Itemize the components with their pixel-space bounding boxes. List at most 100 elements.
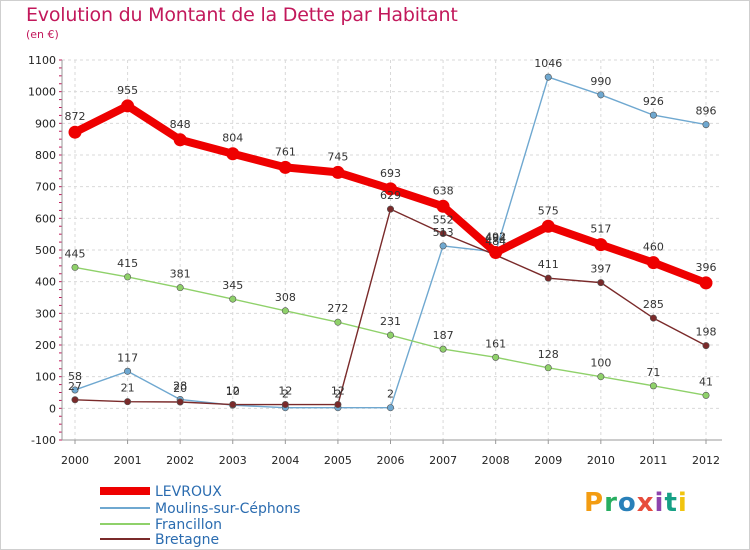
legend-label: Moulins-sur-Céphons xyxy=(155,501,300,517)
data-label: 285 xyxy=(643,298,664,311)
chart-subtitle: (en €) xyxy=(26,28,59,41)
data-label: 20 xyxy=(173,382,187,395)
data-label: 415 xyxy=(117,257,138,270)
y-tick-label: 600 xyxy=(35,212,56,225)
data-point xyxy=(176,398,184,406)
data-label: 381 xyxy=(170,268,191,281)
legend-label: Francillon xyxy=(155,517,222,533)
y-tick-label: 200 xyxy=(35,339,56,352)
data-point xyxy=(386,205,394,213)
data-label: 492 xyxy=(485,231,506,244)
data-label: 761 xyxy=(275,145,296,158)
data-label: 2 xyxy=(282,388,289,401)
data-label: 21 xyxy=(121,382,135,395)
data-point xyxy=(699,276,713,290)
data-point xyxy=(229,295,237,303)
x-tick-label: 2012 xyxy=(692,454,720,467)
data-point xyxy=(71,386,79,394)
data-point xyxy=(544,364,552,372)
data-point xyxy=(702,121,710,129)
data-point xyxy=(334,401,342,409)
data-point xyxy=(649,382,657,390)
data-point xyxy=(278,160,292,174)
data-label: 128 xyxy=(538,348,559,361)
y-tick-label: 300 xyxy=(35,307,56,320)
y-tick-label: 500 xyxy=(35,244,56,257)
x-tick-label: 2000 xyxy=(61,454,89,467)
data-point xyxy=(649,111,657,119)
data-point xyxy=(544,73,552,81)
x-tick-label: 2004 xyxy=(271,454,299,467)
data-point xyxy=(124,273,132,281)
data-label: 926 xyxy=(643,95,664,108)
y-tick-label: 1100 xyxy=(28,54,56,67)
data-point xyxy=(594,238,608,252)
data-point xyxy=(71,396,79,404)
x-tick-label: 2007 xyxy=(429,454,457,467)
data-label: 12 xyxy=(226,385,240,398)
data-label: 117 xyxy=(117,351,138,364)
data-label: 411 xyxy=(538,258,559,271)
x-tick-label: 2008 xyxy=(482,454,510,467)
data-label: 27 xyxy=(68,380,82,393)
data-label: 2 xyxy=(334,388,341,401)
data-label: 575 xyxy=(538,204,559,217)
data-point xyxy=(649,314,657,322)
data-label: 484 xyxy=(485,235,506,248)
data-point xyxy=(646,256,660,270)
data-label: 397 xyxy=(590,263,611,276)
data-point xyxy=(226,147,240,161)
data-point xyxy=(386,331,394,339)
data-point xyxy=(71,263,79,271)
data-label: 231 xyxy=(380,315,401,328)
data-point xyxy=(489,246,503,260)
data-point xyxy=(124,367,132,375)
data-label: 494 xyxy=(485,232,506,245)
y-tick-label: 100 xyxy=(35,371,56,384)
data-label: 872 xyxy=(65,110,86,123)
data-label: 638 xyxy=(433,184,454,197)
data-point xyxy=(173,133,187,147)
data-point xyxy=(229,401,237,409)
data-label: 517 xyxy=(590,223,611,236)
data-point xyxy=(702,391,710,399)
x-tick-label: 2005 xyxy=(324,454,352,467)
data-label: 198 xyxy=(696,326,717,339)
x-tick-label: 2003 xyxy=(219,454,247,467)
data-label: 28 xyxy=(173,379,187,392)
data-label: 161 xyxy=(485,337,506,350)
data-point xyxy=(281,401,289,409)
chart-title: Evolution du Montant de la Dette par Hab… xyxy=(26,4,458,26)
data-point xyxy=(544,274,552,282)
data-point xyxy=(176,284,184,292)
data-label: 58 xyxy=(68,370,82,383)
data-label: 804 xyxy=(222,132,243,145)
data-label: 272 xyxy=(327,302,348,315)
legend-label: LEVROUX xyxy=(155,484,222,500)
data-point xyxy=(541,219,555,233)
data-point xyxy=(597,279,605,287)
data-label: 990 xyxy=(590,75,611,88)
data-label: 445 xyxy=(65,247,86,260)
data-label: 552 xyxy=(433,214,454,227)
data-point xyxy=(281,307,289,315)
data-label: 2 xyxy=(387,388,394,401)
data-point xyxy=(384,182,397,196)
data-label: 955 xyxy=(117,84,138,97)
data-label: 12 xyxy=(331,385,345,398)
x-tick-label: 2002 xyxy=(166,454,194,467)
data-label: 629 xyxy=(380,189,401,202)
data-label: 308 xyxy=(275,291,296,304)
x-tick-label: 2010 xyxy=(587,454,615,467)
data-label: 1046 xyxy=(534,57,562,70)
data-label: 100 xyxy=(590,357,611,370)
brand-logo: Proxiti xyxy=(584,488,688,518)
data-point xyxy=(597,373,605,381)
y-tick-label: 900 xyxy=(35,117,56,130)
data-label: 187 xyxy=(433,329,454,342)
data-label: 896 xyxy=(696,105,717,118)
data-label: 12 xyxy=(278,385,292,398)
y-tick-label: 400 xyxy=(35,276,56,289)
x-tick-label: 2001 xyxy=(114,454,142,467)
